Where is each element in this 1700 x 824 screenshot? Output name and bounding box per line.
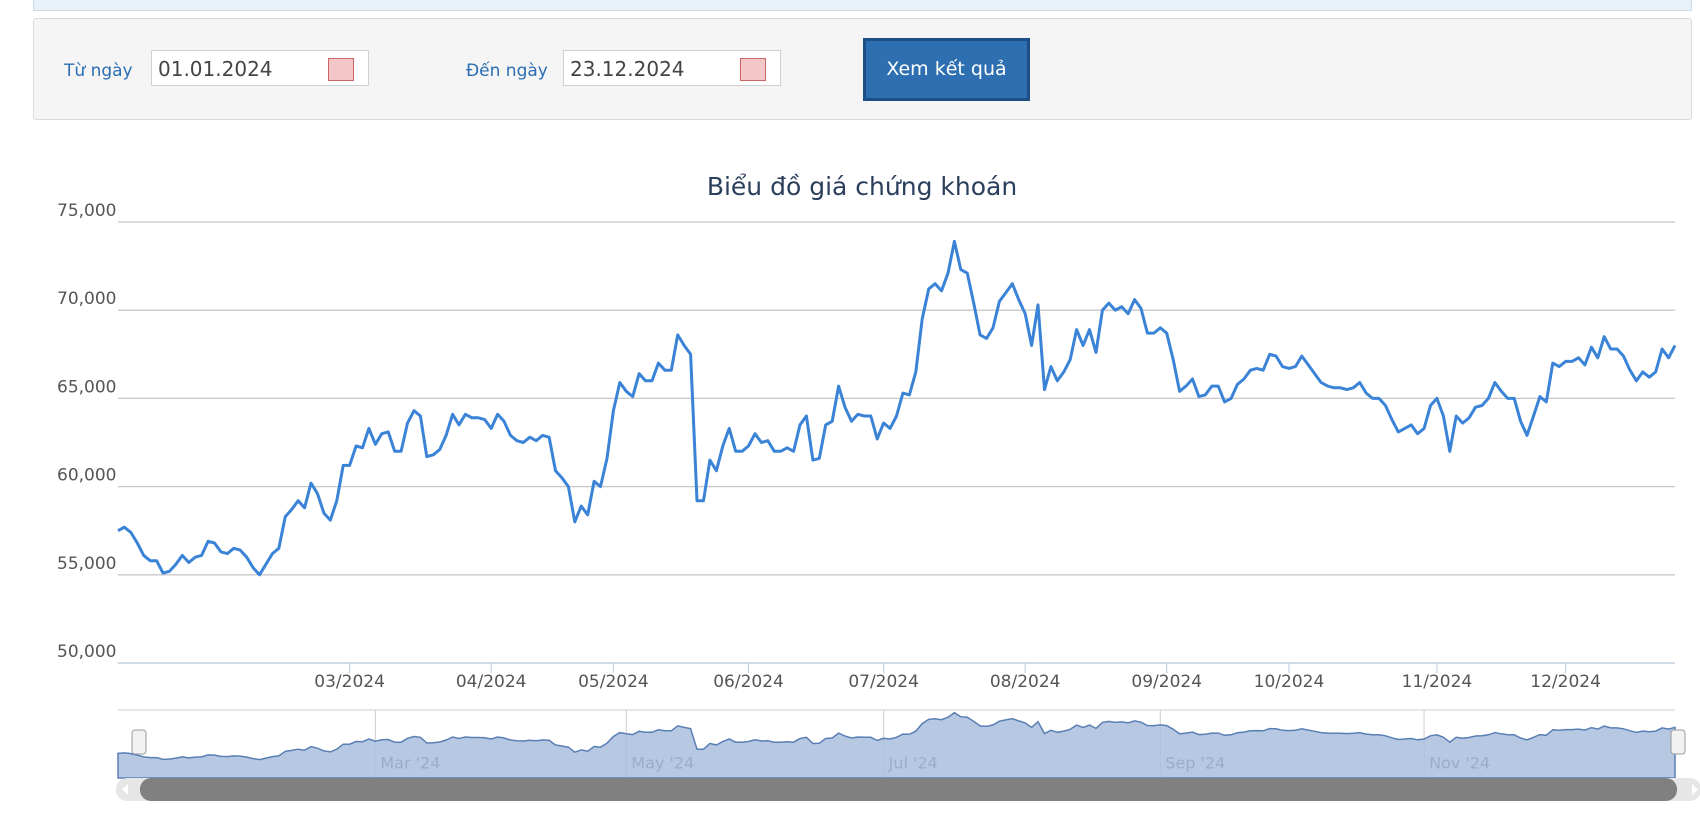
calendar-icon[interactable] — [328, 58, 354, 81]
scroll-left[interactable] — [122, 784, 128, 795]
y-tick-label: 70,000 — [57, 289, 116, 309]
top-bar — [33, 0, 1692, 11]
y-tick-label: 50,000 — [57, 642, 116, 662]
price-line — [117, 239, 1677, 577]
x-tick-label: 06/2024 — [713, 672, 784, 692]
scrollbar-thumb[interactable] — [140, 778, 1677, 801]
x-tick-label: 08/2024 — [990, 672, 1061, 692]
chart-title: Biểu đồ giá chứng khoán — [707, 172, 1017, 201]
x-tick-label: 04/2024 — [456, 672, 527, 692]
x-tick-label: 05/2024 — [578, 672, 649, 692]
y-tick-label: 75,000 — [57, 201, 116, 221]
to-label: Đến ngày — [466, 61, 548, 81]
submit-button[interactable]: Xem kết quả — [863, 38, 1030, 101]
navigator-handle[interactable] — [1670, 729, 1686, 755]
from-label: Từ ngày — [64, 61, 133, 81]
date-form: Từ ngày 01.01.2024 Đến ngày 23.12.2024 X… — [33, 18, 1692, 120]
x-tick-label: 10/2024 — [1254, 672, 1325, 692]
calendar-icon[interactable] — [740, 58, 766, 81]
scroll-right[interactable] — [1692, 784, 1698, 795]
navigator-handle[interactable] — [131, 729, 147, 755]
navigator-area — [117, 711, 1676, 779]
x-tick-label: 11/2024 — [1402, 672, 1473, 692]
y-tick-label: 65,000 — [57, 377, 116, 397]
x-tick-label: 03/2024 — [314, 672, 385, 692]
to-value: 23.12.2024 — [570, 57, 685, 81]
y-tick-label: 55,000 — [57, 554, 116, 574]
x-tick-label: 12/2024 — [1530, 672, 1601, 692]
y-tick-label: 60,000 — [57, 466, 116, 486]
from-input[interactable]: 01.01.2024 — [151, 50, 369, 86]
from-value: 01.01.2024 — [158, 57, 273, 81]
x-tick-label: 09/2024 — [1131, 672, 1202, 692]
to-input[interactable]: 23.12.2024 — [563, 50, 781, 86]
x-tick-label: 07/2024 — [848, 672, 919, 692]
